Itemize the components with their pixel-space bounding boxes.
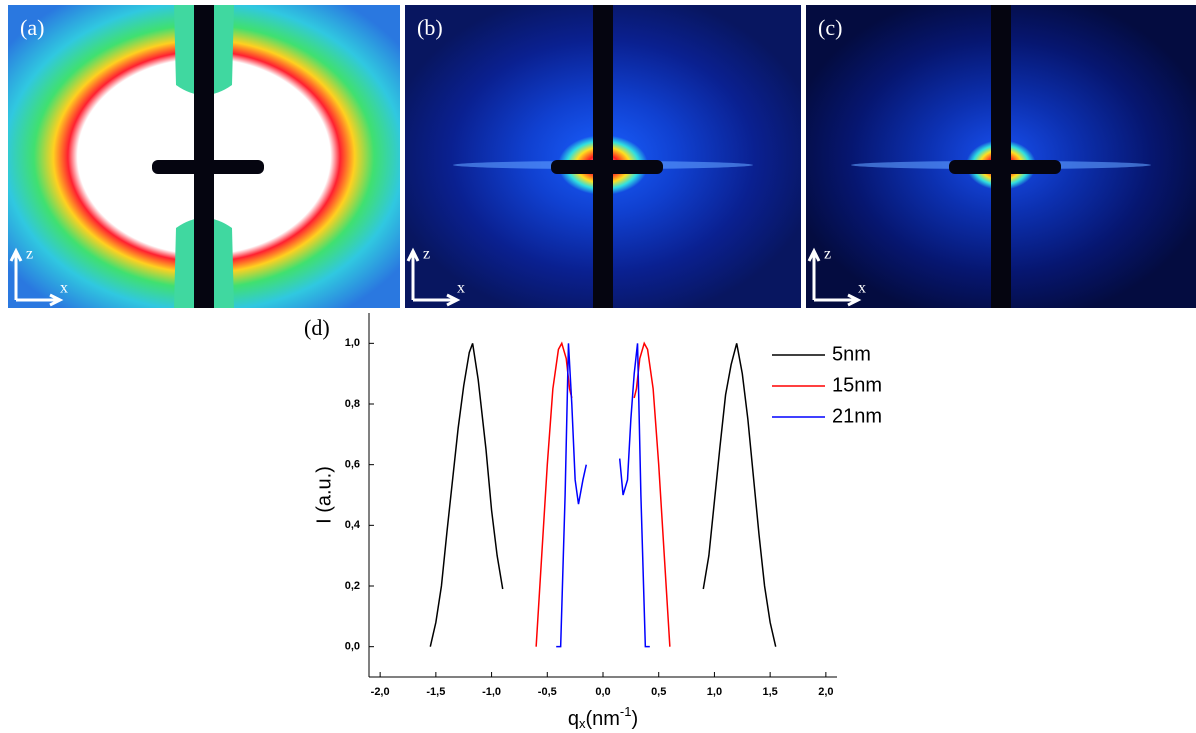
- legend-label: 21nm: [832, 405, 882, 427]
- series-line: [535, 341, 671, 647]
- panels: (a) z x (b) z x (c) z x: [8, 5, 1196, 308]
- legend-label: 5nm: [832, 343, 871, 365]
- legend-label: 15nm: [832, 374, 882, 396]
- panel-label: (a): [20, 15, 44, 40]
- x-tick-label: -1,0: [482, 686, 501, 698]
- x-tick-label: 1,0: [707, 686, 722, 698]
- y-tick-label: 0,4: [345, 519, 361, 531]
- axis-z-label: z: [824, 246, 831, 263]
- x-axis-label-part: x: [579, 716, 586, 731]
- x-tick-label: -1,5: [426, 686, 445, 698]
- scattering-image: (a) z x: [8, 5, 400, 308]
- axis-z-label: z: [26, 246, 33, 263]
- y-tick-label: 0,2: [345, 580, 360, 592]
- x-tick-label: 0,5: [651, 686, 666, 698]
- axis-arrows: [9, 247, 64, 307]
- x-tick-label: -2,0: [371, 686, 390, 698]
- panel-label: (c): [818, 15, 842, 40]
- x-axis-label-part: ): [631, 708, 638, 730]
- y-tick-label: 0,6: [345, 459, 360, 471]
- scattering-image: (b) z x: [405, 5, 801, 308]
- x-axis-label-part: q: [568, 708, 579, 730]
- x-tick-label: 0,0: [595, 686, 610, 698]
- axis-z-label: z: [423, 246, 430, 263]
- y-tick-label: 0,0: [345, 641, 360, 653]
- x-tick-label: 2,0: [818, 686, 833, 698]
- y-tick-label: 1,0: [345, 337, 360, 349]
- x-axis-label-part: (nm: [585, 708, 619, 730]
- axis-x-label: x: [858, 280, 866, 297]
- scattering-image: (c) z x: [806, 5, 1196, 308]
- y-tick-label: 0,8: [345, 398, 360, 410]
- beam-stop: [991, 5, 1011, 308]
- beam-stop: [949, 160, 1061, 174]
- series-line: [429, 343, 777, 647]
- beam-stop: [593, 5, 613, 308]
- panel-label: (b): [417, 15, 443, 40]
- chart: (d) 0,0 0,2 0,4 0,6 0,8 1,0 -2,0 -1,5 -1,0 -0,5 0,0…: [304, 313, 882, 731]
- x-axis-label-part: -1: [620, 704, 632, 719]
- x-tick-label: -0,5: [538, 686, 557, 698]
- axis-arrows: [807, 247, 862, 307]
- axis-arrows: [406, 247, 461, 307]
- beam-stop: [551, 160, 663, 174]
- panel-label: (d): [304, 315, 330, 340]
- x-axis-label: qx(nm-1): [568, 704, 638, 731]
- beam-stop: [194, 5, 214, 308]
- x-tick-label: 1,5: [762, 686, 777, 698]
- beam-stop: [152, 160, 264, 174]
- axis-x-label: x: [60, 280, 68, 297]
- y-axis-label: I (a.u.): [313, 466, 335, 524]
- axis-x-label: x: [457, 280, 465, 297]
- series-line: [556, 343, 650, 648]
